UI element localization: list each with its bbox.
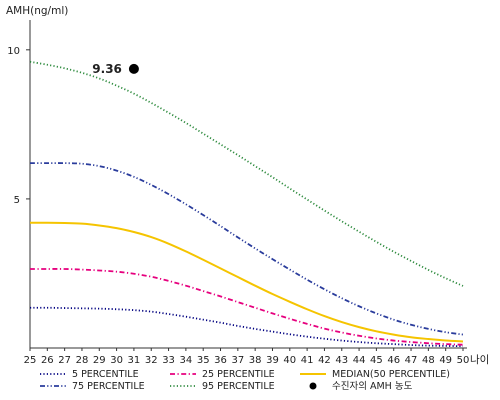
series-line-95-percentile [29,60,464,287]
x-tick-label: 26 [41,355,54,366]
series-lines [29,60,464,348]
legend-label: 수진자의 AMH 농도 [332,381,413,392]
x-tick-label: 34 [180,355,193,366]
series-line-75-percentile [30,162,464,336]
x-tick-label: 28 [76,355,89,366]
series-line-25-percentile [29,268,464,346]
y-tick-label: 5 [14,195,20,206]
x-ticks: 25 26 27 28 29 30 31 32 33 34 35 36 37 38 39 40 41 42 43 44… [24,348,470,366]
legend-label: 5 PERCENTILE [72,369,139,380]
x-tick-label: 33 [162,355,175,366]
x-tick-label: 37 [231,355,244,366]
legend-label: MEDIAN(50 PERCENTILE) [332,369,450,380]
x-tick-label: 40 [283,355,296,366]
x-tick-label: 50 [457,355,470,366]
x-tick-label: 43 [335,355,348,366]
y-axis-title: AMH(ng/ml) [6,5,68,17]
x-tick-label: 29 [93,355,106,366]
patient-point: 9.36 [92,62,139,76]
x-tick-label: 45 [370,355,383,366]
x-tick-label: 36 [214,355,227,366]
series-line-5-percentile [29,306,464,348]
legend: 5 PERCENTILE 25 PERCENTILE MEDIAN(50 PERCE… [40,369,450,392]
x-tick-label: 44 [353,355,366,366]
legend-swatch-patient-point [309,382,317,390]
patient-amh-value-label: 9.36 [92,62,122,76]
x-tick-label: 42 [318,355,331,366]
patient-amh-marker [128,63,139,74]
x-tick-label: 27 [58,355,71,366]
x-tick-label: 25 [24,355,37,366]
legend-label: 25 PERCENTILE [202,369,275,380]
x-tick-label: 30 [110,355,123,366]
x-tick-label: 39 [266,355,279,366]
x-tick-label: 38 [249,355,262,366]
x-tick-label: 48 [422,355,435,366]
x-tick-label: 31 [128,355,141,366]
x-tick-label: 35 [197,355,210,366]
x-tick-label: 49 [439,355,452,366]
y-ticks: 5 10 [7,46,30,206]
legend-label: 95 PERCENTILE [202,381,275,392]
series-line-median-50-percentile [29,221,464,343]
x-axis-title: 나이 [470,354,489,366]
x-tick-label: 46 [387,355,400,366]
x-tick-label: 32 [145,355,158,366]
legend-label: 75 PERCENTILE [72,381,145,392]
x-tick-label: 47 [405,355,418,366]
y-tick-label: 10 [7,46,20,57]
x-tick-label: 41 [301,355,314,366]
